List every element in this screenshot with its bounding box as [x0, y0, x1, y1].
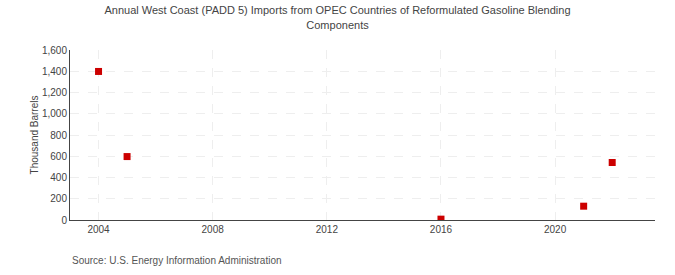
svg-text:400: 400 [50, 172, 67, 183]
svg-text:2012: 2012 [316, 224, 339, 235]
svg-text:1,600: 1,600 [42, 45, 67, 56]
svg-text:800: 800 [50, 130, 67, 141]
svg-text:1,400: 1,400 [42, 66, 67, 77]
svg-text:Thousand Barrels: Thousand Barrels [29, 96, 40, 175]
svg-text:0: 0 [61, 215, 67, 226]
svg-text:2008: 2008 [202, 224, 225, 235]
svg-text:Annual West Coast (PADD 5) Imp: Annual West Coast (PADD 5) Imports from … [104, 4, 570, 30]
svg-text:2004: 2004 [87, 224, 110, 235]
svg-text:600: 600 [50, 151, 67, 162]
svg-text:200: 200 [50, 193, 67, 204]
svg-text:2020: 2020 [544, 224, 567, 235]
svg-text:1,000: 1,000 [42, 108, 67, 119]
svg-text:2016: 2016 [430, 224, 453, 235]
svg-text:Source: U.S. Energy Informatio: Source: U.S. Energy Information Administ… [72, 255, 282, 266]
svg-text:1,200: 1,200 [42, 87, 67, 98]
